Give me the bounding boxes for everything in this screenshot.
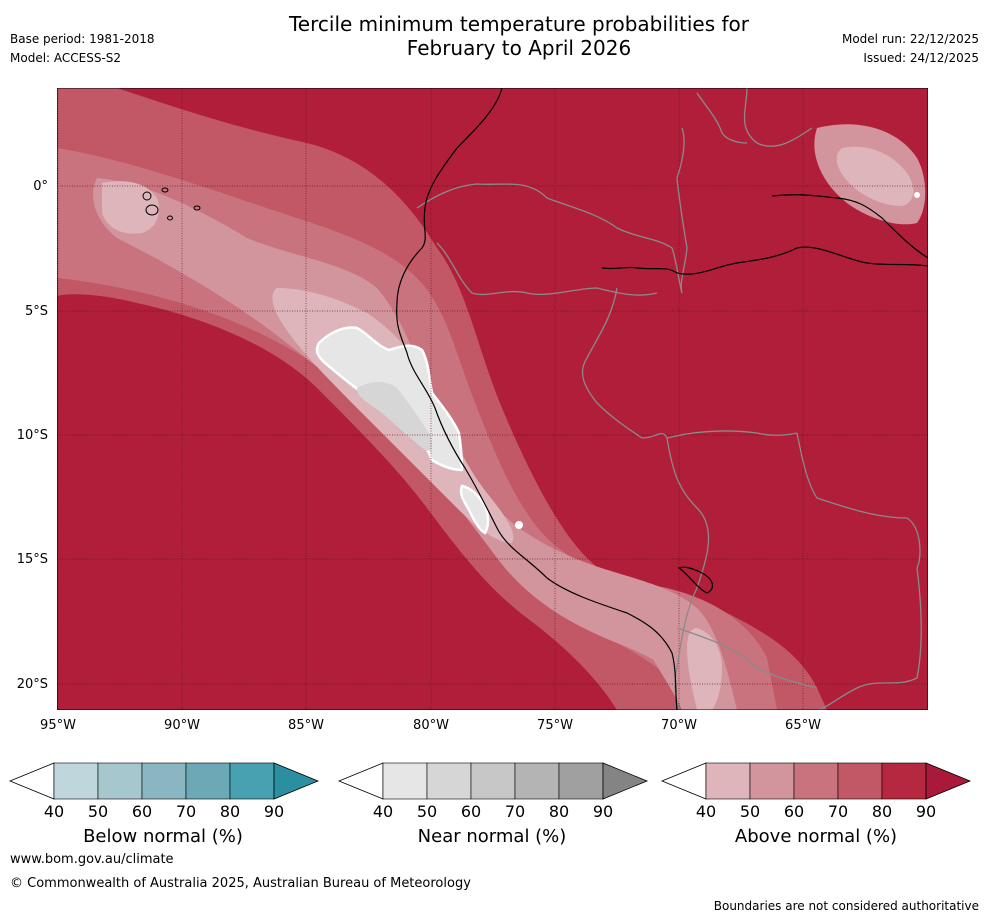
probability-map — [57, 88, 928, 710]
issued-date: Issued: 24/12/2025 — [863, 51, 979, 65]
above-arrow — [925, 762, 972, 800]
below-tail — [8, 762, 55, 800]
below-swatch-4 — [185, 762, 231, 800]
near-swatches — [382, 762, 604, 800]
near-normal-patch-south — [459, 484, 490, 535]
colorbar-above-normal — [660, 762, 972, 800]
band-altiplano-light — [687, 628, 722, 710]
band-amazon-lighter — [836, 146, 914, 206]
above-tick-80: 80 — [871, 802, 893, 821]
near-normal-patch-inner — [357, 382, 433, 451]
below-normal-title: Below normal (%) — [83, 826, 243, 847]
above-tick-90: 90 — [915, 802, 937, 821]
lat-label-5s: 5°S — [24, 304, 48, 319]
near-tick-60: 60 — [460, 802, 482, 821]
below-swatch-5 — [229, 762, 275, 800]
above-tick-40: 40 — [695, 802, 717, 821]
lon-label-95w: 95°W — [40, 718, 76, 733]
below-tick-80: 80 — [219, 802, 241, 821]
near-tick-40: 40 — [372, 802, 394, 821]
below-swatches — [53, 762, 275, 800]
graticule — [57, 88, 928, 710]
lon-label-90w: 90°W — [164, 718, 200, 733]
above-tick-50: 50 — [739, 802, 761, 821]
lat-label-15s: 15°S — [16, 552, 48, 567]
near-normal-title: Near normal (%) — [417, 826, 567, 847]
lat-label-10s: 10°S — [16, 428, 48, 443]
lon-label-75w: 75°W — [537, 718, 573, 733]
above-swatch-4 — [837, 762, 883, 800]
coastline — [396, 88, 928, 710]
near-tick-70: 70 — [504, 802, 526, 821]
above-swatch-5 — [881, 762, 927, 800]
above-swatches — [705, 762, 927, 800]
near-swatch-2 — [426, 762, 472, 800]
below-swatch-3 — [141, 762, 187, 800]
colorbar-below-normal — [8, 762, 320, 800]
colorbar-near-normal — [337, 762, 649, 800]
chart-title: Tercile minimum temperature probabilitie… — [0, 12, 988, 60]
below-swatch-2 — [97, 762, 143, 800]
lon-label-70w: 70°W — [661, 718, 697, 733]
above-swatch-1 — [705, 762, 751, 800]
galapagos-islands — [142, 187, 201, 221]
below-tick-90: 90 — [263, 802, 285, 821]
country-boundaries — [416, 88, 922, 710]
above-tail — [660, 762, 707, 800]
below-tick-40: 40 — [43, 802, 65, 821]
below-swatch-1 — [53, 762, 99, 800]
near-swatch-1 — [382, 762, 428, 800]
near-tick-80: 80 — [548, 802, 570, 821]
marker-white-coast — [515, 521, 523, 529]
above-tick-70: 70 — [827, 802, 849, 821]
above-swatch-2 — [749, 762, 795, 800]
above-tick-60: 60 — [783, 802, 805, 821]
near-swatch-5 — [558, 762, 604, 800]
meta-right: Model run: 22/12/2025 Issued: 24/12/2025 — [842, 30, 979, 68]
below-tick-50: 50 — [87, 802, 109, 821]
below-tick-60: 60 — [131, 802, 153, 821]
near-swatch-3 — [470, 762, 516, 800]
below-tick-70: 70 — [175, 802, 197, 821]
base-period: Base period: 1981-2018 — [10, 32, 155, 46]
near-swatch-4 — [514, 762, 560, 800]
title-line-1: Tercile minimum temperature probabilitie… — [288, 12, 750, 36]
lon-label-65w: 65°W — [785, 718, 821, 733]
website-link[interactable]: www.bom.gov.au/climate — [10, 852, 174, 867]
model-run: Model run: 22/12/2025 — [841, 32, 979, 46]
title-line-2: February to April 2026 — [406, 36, 632, 60]
near-tail — [337, 762, 384, 800]
model-name: Model: ACCESS-S2 — [10, 51, 122, 65]
near-tick-90: 90 — [592, 802, 614, 821]
near-tick-50: 50 — [416, 802, 438, 821]
lon-label-80w: 80°W — [413, 718, 449, 733]
copyright-text: © Commonwealth of Australia 2025, Austra… — [10, 876, 471, 891]
above-swatch-3 — [793, 762, 839, 800]
band-near-normal-north — [102, 181, 159, 234]
near-arrow — [602, 762, 649, 800]
lat-label-20s: 20°S — [16, 677, 48, 692]
below-arrow — [273, 762, 320, 800]
boundaries-disclaimer: Boundaries are not considered authoritat… — [713, 899, 979, 913]
marker-white-amazon — [914, 192, 920, 198]
above-normal-title: Above normal (%) — [734, 826, 898, 847]
meta-left: Base period: 1981-2018 Model: ACCESS-S2 — [10, 30, 155, 68]
lat-label-0: 0° — [33, 179, 48, 194]
lon-label-85w: 85°W — [288, 718, 324, 733]
